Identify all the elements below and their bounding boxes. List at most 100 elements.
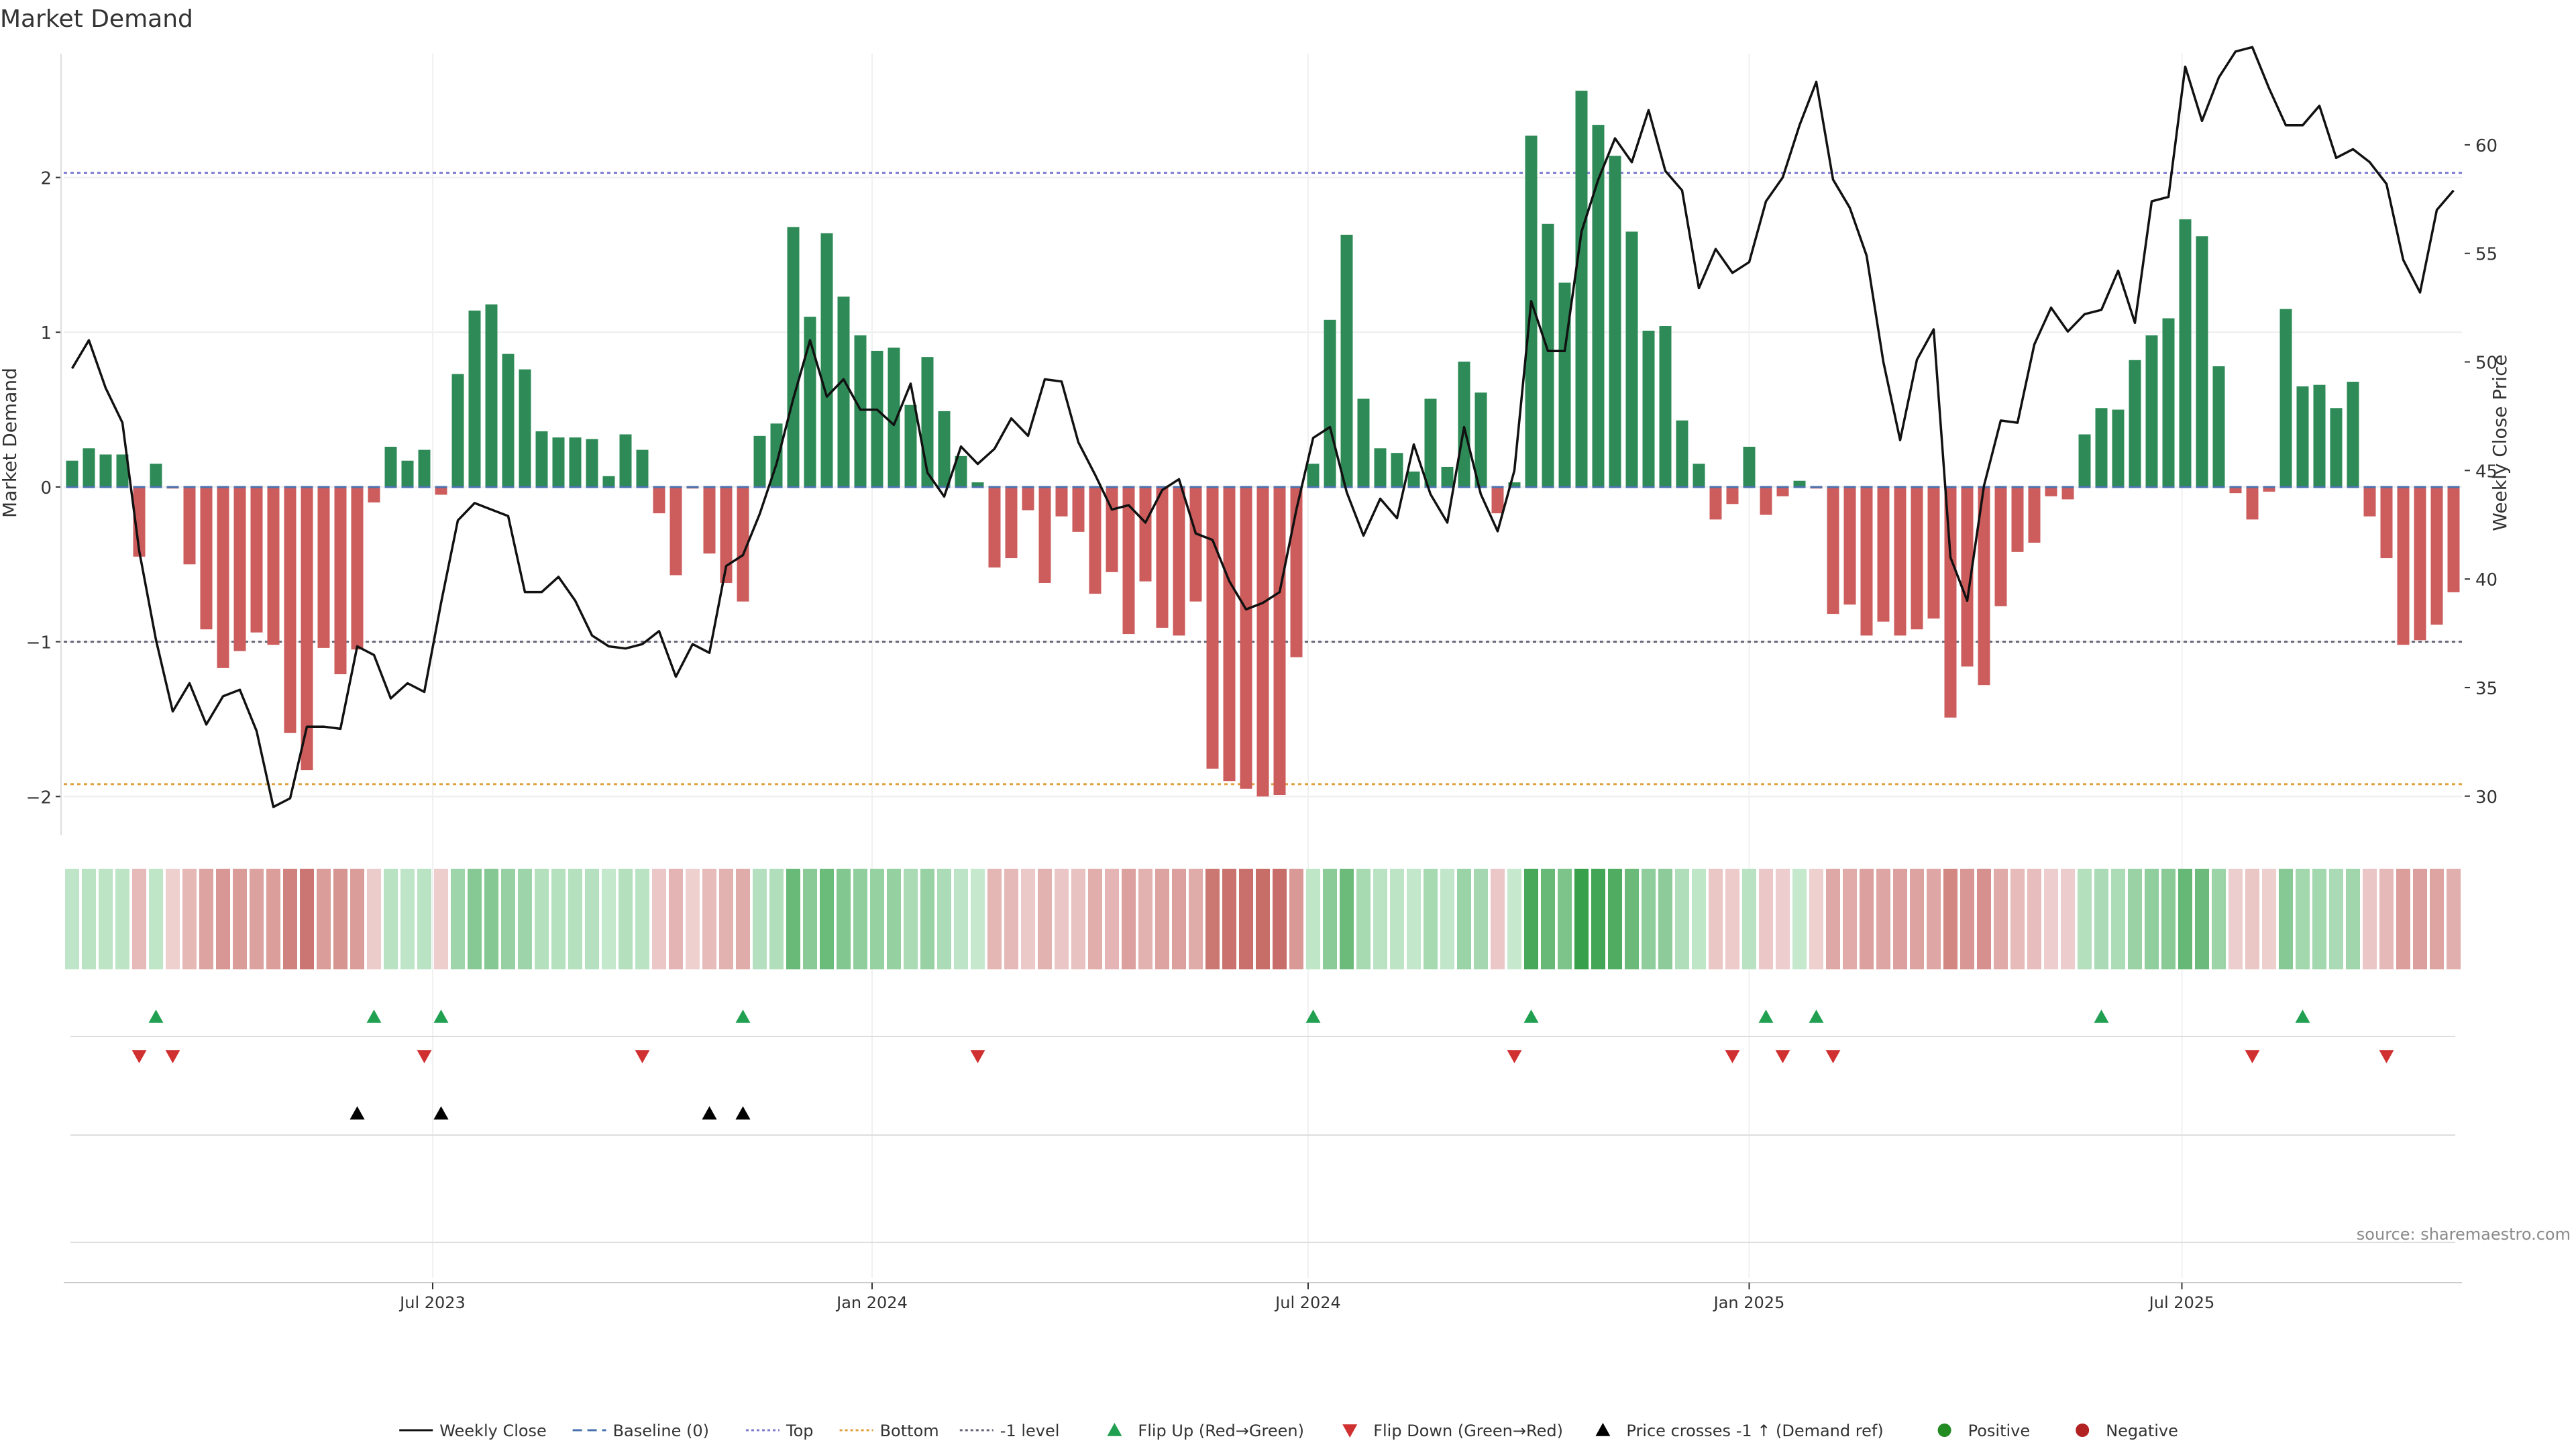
demand-bar [83,448,95,487]
heat-cell [82,869,96,969]
flip-down-marker [1825,1050,1841,1063]
heat-cell [904,869,918,969]
demand-bar [1206,486,1219,769]
left-tick-label: 2 [40,169,52,189]
demand-bar [1894,486,1907,636]
demand-bar [552,437,565,487]
legend-item: Baseline (0) [572,1421,709,1440]
demand-bar [888,347,900,487]
demand-bar [2129,360,2141,487]
demand-bar [1340,234,1353,487]
demand-bar [1256,486,1269,797]
demand-bar [837,297,850,487]
demand-bar [1424,398,1437,487]
demand-bar [267,486,280,645]
heat-cell [1625,869,1639,969]
flip-up-marker [2094,1010,2109,1023]
right-tick-label: 35 [2475,679,2498,699]
triangle-down-icon [1342,1424,1358,1438]
main-panel: 2 1 0 −1 −2 60 55 50 45 40 35 30 Market Demand Wee… [0,46,2511,1278]
legend-item: Flip Up (Red→Green) [1107,1421,1304,1440]
demand-bar [904,405,917,487]
demand-bar [284,486,297,733]
flip-up-marker [1523,1010,1539,1023]
legend-item: Bottom [839,1421,939,1440]
heat-cell [535,869,549,969]
demand-bar [2196,236,2208,487]
legend-label: Flip Down (Green→Red) [1373,1421,1563,1440]
heat-cell [266,869,280,969]
heat-cell [2128,869,2142,969]
heat-cell [2094,869,2108,969]
demand-bar [301,486,313,771]
demand-bar [1391,453,1403,487]
legend-label: Price crosses -1 ↑ (Demand ref) [1626,1421,1883,1440]
heat-cell [1407,869,1421,969]
heat-cell [803,869,817,969]
heat-cell [1541,869,1555,969]
heat-cell [317,869,331,969]
demand-bar [1978,486,1990,686]
demand-bar [1994,486,2007,606]
heat-cell [1826,869,1840,969]
heat-cell [1424,869,1438,969]
heat-cell [1373,869,1387,969]
legend-item: Weekly Close [399,1421,547,1440]
heat-cell [484,869,498,969]
demand-bar [971,482,984,487]
price-cross-marker [433,1106,449,1120]
heat-cell [166,869,180,969]
x-tick-label: Jan 2025 [1713,1293,1785,1312]
legend-item: Negative [2076,1421,2178,1440]
heat-cell [1440,869,1454,969]
heat-cell [1642,869,1656,969]
heat-cell [1021,869,1035,969]
right-tick-label: 45 [2475,462,2498,482]
heat-cell [937,869,951,969]
demand-bar [401,460,414,487]
heat-cell [2447,869,2461,969]
heat-cell [2145,869,2159,969]
demand-bar [988,486,1001,568]
demand-bar [2430,486,2443,625]
demand-bar [66,460,78,487]
demand-bar [116,454,129,487]
demand-bar [1659,326,1672,487]
demand-bar [2078,434,2091,487]
demand-bar [502,354,515,487]
demand-bar [1324,319,1336,487]
demand-heat-strip [65,869,2461,969]
heat-cell [652,869,666,969]
demand-bar [1642,330,1655,487]
demand-bar [1374,448,1387,487]
heat-cell [1189,869,1203,969]
demand-bar [435,486,447,495]
heat-cell [2111,869,2125,969]
flip-up-track [70,1010,2455,1037]
heat-cell [99,869,113,969]
demand-bar [1843,486,1856,605]
demand-bar [753,435,766,487]
demand-bar [820,233,833,487]
demand-bar [636,449,649,487]
heat-cell [384,869,398,969]
heat-cell [1792,869,1807,969]
price-line-layer [70,46,2455,808]
flip-down-marker [2379,1050,2394,1063]
flip-down-marker [417,1050,432,1063]
heat-cell [216,869,230,969]
heat-cell [2010,869,2025,969]
legend-label: Flip Up (Red→Green) [1138,1421,1304,1440]
heat-cell [1205,869,1220,969]
demand-bar [1491,486,1504,514]
demand-bar [468,310,481,487]
demand-bar [183,486,196,565]
demand-bar [317,486,330,648]
legend-label: Weekly Close [439,1421,547,1440]
heat-cell [333,869,347,969]
heat-cell [250,869,264,969]
heat-cell [1340,869,1354,969]
heat-cell [619,869,633,969]
demand-bar [519,369,531,487]
demand-bar [2363,486,2376,517]
